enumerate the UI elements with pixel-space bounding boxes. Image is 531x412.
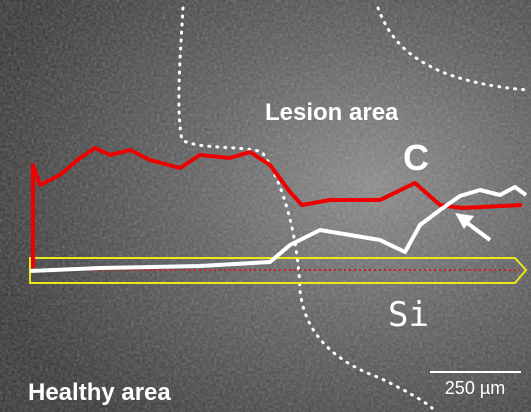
label: Healthy area [28, 379, 171, 406]
label: Si [388, 295, 429, 335]
label: Lesion area [265, 99, 399, 126]
scale-label: 250 µm [445, 378, 505, 398]
label: C [403, 137, 429, 178]
page: {"image": {"labels": {"lesion": "Lesion … [0, 0, 531, 412]
micrograph: Lesion area C Si Healthy area 250 µm [0, 0, 531, 412]
